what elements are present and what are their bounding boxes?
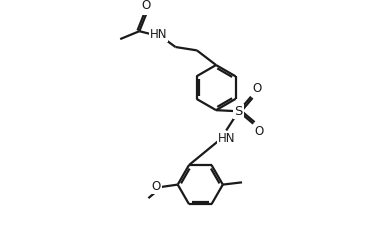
Text: O: O (252, 82, 261, 95)
Text: O: O (142, 0, 151, 13)
Text: HN: HN (150, 28, 167, 41)
Text: S: S (235, 105, 243, 118)
Text: O: O (152, 180, 161, 193)
Text: HN: HN (217, 132, 235, 145)
Text: O: O (254, 126, 264, 139)
